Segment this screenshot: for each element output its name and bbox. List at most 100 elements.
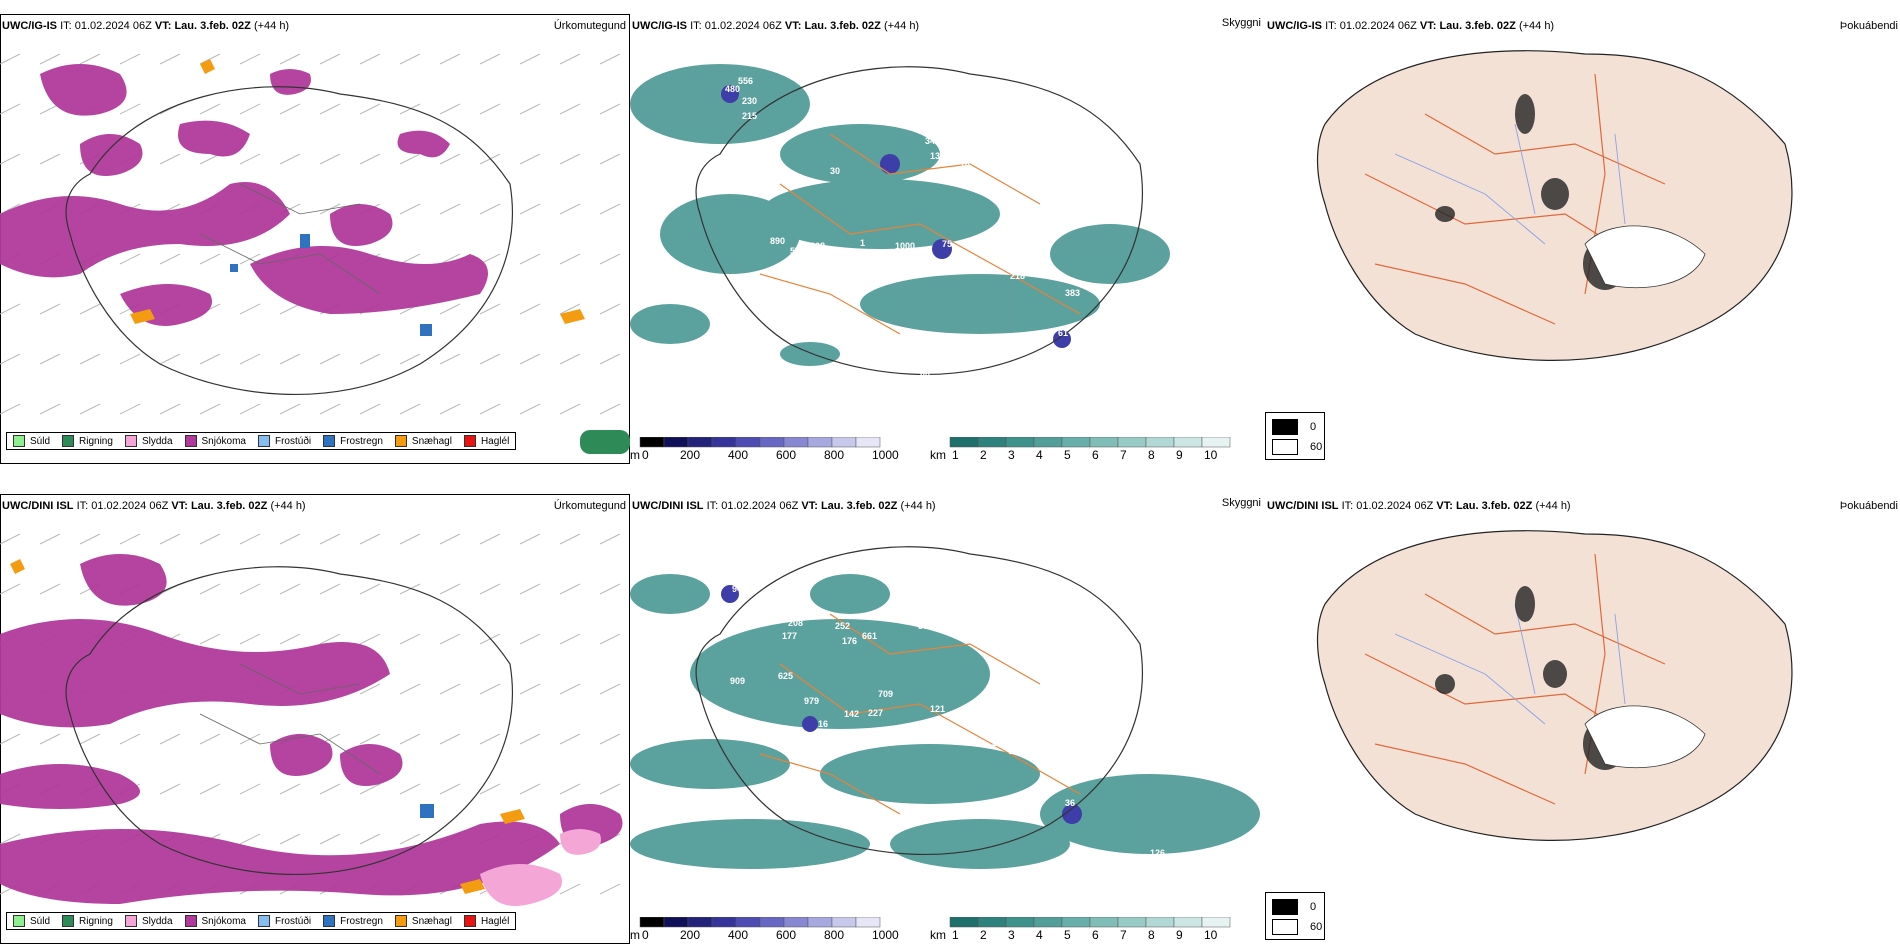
colorbar-tick-label: 600: [776, 448, 797, 462]
visibility-value-label: 209: [788, 608, 803, 618]
fog-legend: 0 60: [1265, 892, 1325, 940]
visibility-value-label: 173: [1020, 258, 1035, 268]
fog-indicator-panel: UWC/DINI ISL IT: 01.02.2024 06Z VT: Lau.…: [1265, 480, 1900, 950]
visibility-value-label: 268: [992, 738, 1007, 748]
colorbar-tick-label: 1000: [872, 448, 899, 462]
precip-legend-swatch: [13, 435, 25, 447]
precip-legend-label: Slydda: [141, 435, 173, 447]
visibility-value-label: 126: [1150, 848, 1165, 858]
colorbar-tick-label: 7: [1120, 928, 1127, 942]
visibility-panel: UWC/DINI ISL IT: 01.02.2024 06Z VT: Lau.…: [630, 480, 1265, 950]
precip-type-legend: Súld Rigning Slydda Snjókoma Frostúði Frostre…: [6, 432, 517, 450]
visibility-value-label: 142: [844, 709, 859, 719]
precip-legend-label: Snjókoma: [201, 435, 246, 447]
visibility-value-label: 208: [788, 618, 803, 628]
precip-legend-swatch: [394, 435, 407, 447]
visibility-panel: UWC/IG-IS IT: 01.02.2024 06Z VT: Lau. 3.…: [630, 0, 1265, 470]
visibility-value-label: 36: [1065, 798, 1075, 808]
colorbar-tick-label: 7: [1120, 448, 1127, 462]
fog-indicator-panel: UWC/IG-IS IT: 01.02.2024 06Z VT: Lau. 3.…: [1265, 0, 1900, 470]
precip-legend-label: Slydda: [141, 915, 173, 927]
visibility-value-label: 984: [940, 878, 955, 888]
visibility-value-label: 599: [790, 246, 805, 256]
precip-legend-item: Snæhagl: [394, 915, 452, 927]
precip-legend-label: Frostúði: [274, 435, 312, 447]
precip-legend-item: Frostúði: [257, 435, 312, 447]
ceiling-color-swatch: [759, 916, 785, 928]
visibility-value-label: 665: [1008, 746, 1023, 756]
visibility-value-label: 218: [1010, 271, 1025, 281]
precip-legend-label: Rigning: [79, 915, 113, 927]
panel-title: Skyggni: [1221, 497, 1261, 509]
ceiling-color-swatch: [639, 916, 665, 928]
map-frame: [0, 494, 630, 944]
visibility-value-label: 247: [855, 276, 870, 286]
ceiling-color-swatch: [639, 436, 665, 448]
forecast-row-ig: UWC/IG-IS IT: 01.02.2024 06Z VT: Lau. 3.…: [0, 0, 1900, 470]
precip-legend-item: Súld: [13, 915, 50, 927]
precip-type-panel: UWC/DINI ISL IT: 01.02.2024 06Z VT: Lau.…: [0, 480, 630, 950]
visibility-value-label: 274: [990, 241, 1005, 251]
visibility-color-swatch: [1061, 436, 1091, 448]
visibility-value-label: 1: [860, 238, 865, 248]
fog-legend-item: 0: [1272, 419, 1316, 435]
colorbar-tick-label: 0: [642, 448, 649, 462]
visibility-value-label: 16: [818, 719, 828, 729]
precip-legend-swatch: [124, 435, 137, 447]
visibility-color-swatch: [1173, 436, 1203, 448]
precip-legend-swatch: [184, 915, 197, 927]
precip-legend-item: Rigning: [62, 435, 113, 447]
precip-legend-swatch: [257, 435, 270, 447]
precip-legend-swatch: [257, 915, 270, 927]
visibility-value-label: 188: [870, 261, 885, 271]
precip-legend-label: Haglél: [480, 435, 510, 447]
ceiling-color-swatch: [807, 916, 833, 928]
fog-legend-label: 60: [1310, 441, 1323, 453]
visibility-color-swatch: [1061, 916, 1091, 928]
visibility-value-label: 995: [1004, 892, 1019, 902]
precip-legend-label: Súld: [30, 915, 51, 927]
colorbar-tick-label: 4: [1036, 448, 1043, 462]
fog-indicator-map: [1316, 50, 1793, 361]
colorbar-tick-label: 0: [642, 928, 649, 942]
visibility-value-label: 986: [1210, 882, 1225, 892]
visibility-value-label: 848: [935, 351, 950, 361]
colorbar-tick-label: 400: [728, 448, 749, 462]
precip-legend-swatch: [323, 435, 336, 447]
colorbar-unit-label: km: [930, 448, 946, 462]
visibility-color-swatch: [1201, 436, 1231, 448]
colorbar-tick-label: 1: [952, 448, 959, 462]
visibility-value-label: 909: [730, 676, 745, 686]
ceiling-color-swatch: [687, 436, 713, 448]
colorbar-tick-label: 6: [1092, 448, 1099, 462]
visibility-value-label: 112: [915, 261, 930, 271]
precip-legend-item: Snjókoma: [184, 915, 246, 927]
fog-legend-item: 60: [1272, 919, 1322, 935]
visibility-color-swatch: [1005, 916, 1035, 928]
visibility-value-label: 94: [732, 584, 742, 594]
visibility-value-label: 230: [742, 96, 757, 106]
precip-legend-item: Haglél: [463, 915, 509, 927]
colorbar-unit-label: m: [630, 448, 640, 462]
visibility-value-label: 848: [992, 376, 1007, 386]
colorbar-tick-label: 3: [1008, 448, 1015, 462]
colorbar-tick-label: 600: [776, 928, 797, 942]
visibility-color-swatch: [1145, 916, 1175, 928]
visibility-color-swatch: [1145, 436, 1175, 448]
visibility-value-label: 492: [952, 631, 967, 641]
visibility-value-label: 227: [868, 708, 883, 718]
visibility-value-label: 840: [1004, 876, 1019, 886]
panel-header: UWC/IG-IS IT: 01.02.2024 06Z VT: Lau. 3.…: [2, 20, 290, 32]
precip-legend-item: Súld: [13, 435, 50, 447]
colorbar-tick-label: 4: [1036, 928, 1043, 942]
visibility-value-label: 1000: [895, 241, 915, 251]
colorbar-tick-label: 5: [1064, 928, 1071, 942]
colorbar-tick-label: 9: [1176, 928, 1183, 942]
precip-type-legend: Súld Rigning Slydda Snjókoma Frostúði Frostre…: [6, 912, 517, 930]
visibility-value-label: 842: [920, 880, 935, 890]
visibility-value-label: 942: [920, 906, 935, 914]
visibility-value-label: 342: [925, 136, 940, 146]
